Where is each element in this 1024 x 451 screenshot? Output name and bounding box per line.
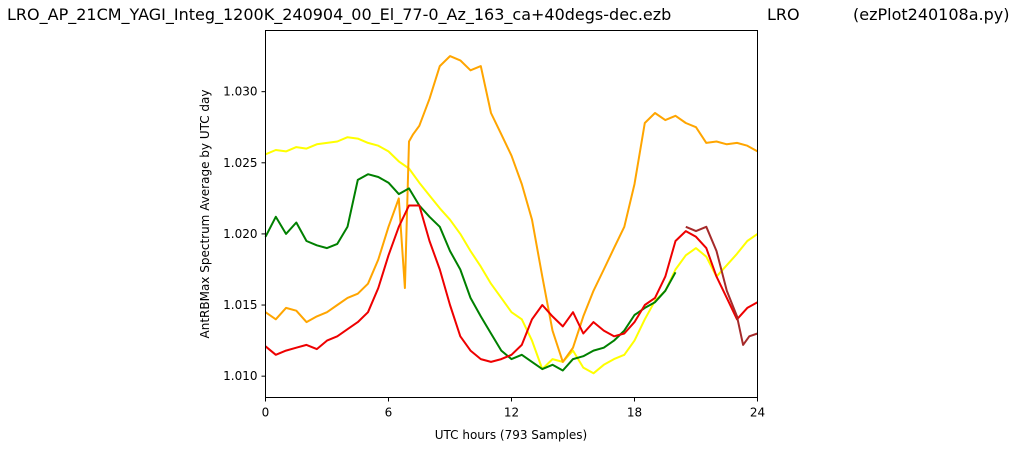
x-tick-label: 18 [627, 406, 642, 420]
site-label: LRO [767, 5, 800, 24]
series-line-3 [264, 173, 677, 372]
series-line-1 [265, 136, 759, 375]
x-tick-label: 0 [262, 406, 270, 420]
y-tick-label: 1.030 [223, 85, 257, 99]
y-tick-label: 1.015 [223, 298, 257, 312]
y-axis-label: AntRBMax Spectrum Average by UTC day [198, 90, 212, 339]
program-label: (ezPlot240108a.py) [853, 5, 1010, 24]
plot-frame [265, 30, 758, 398]
plot-file-title: LRO_AP_21CM_YAGI_Integ_1200K_240904_00_E… [7, 5, 672, 24]
y-tick-label: 1.010 [223, 369, 257, 383]
series-line-5 [685, 225, 758, 346]
y-tick-label: 1.025 [223, 156, 257, 170]
ticks-layer: 0 6 12 18 24 1.010 1.015 1.020 1.025 1.030 [223, 85, 765, 420]
y-tick-label: 1.020 [223, 227, 257, 241]
x-axis-label: UTC hours (793 Samples) [435, 428, 587, 442]
series-line-2 [264, 55, 758, 363]
x-tick-label: 12 [504, 406, 519, 420]
x-tick-label: 6 [385, 406, 393, 420]
series-layer [264, 55, 759, 375]
series-line-4 [264, 204, 758, 363]
x-tick-label: 24 [750, 406, 765, 420]
